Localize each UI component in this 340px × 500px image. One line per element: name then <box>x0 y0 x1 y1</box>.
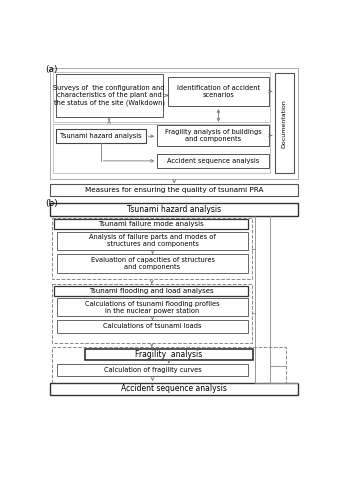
Text: (a): (a) <box>45 66 57 74</box>
Text: Tsunami hazard analysis: Tsunami hazard analysis <box>127 205 221 214</box>
Text: Evaluation of capacities of structures
and components: Evaluation of capacities of structures a… <box>90 257 215 270</box>
Bar <box>157 154 269 168</box>
Text: Fragility analysis of buildings
and components: Fragility analysis of buildings and comp… <box>165 129 261 142</box>
Bar <box>57 232 248 250</box>
Text: Tsunami hazard analysis: Tsunami hazard analysis <box>60 133 141 139</box>
Text: Measures for ensuring the quality of tsunami PRA: Measures for ensuring the quality of tsu… <box>85 186 264 192</box>
Bar <box>50 184 298 196</box>
Bar <box>85 349 253 360</box>
Bar <box>53 124 270 173</box>
Text: Analysis of failure parts and modes of
structures and components: Analysis of failure parts and modes of s… <box>89 234 216 248</box>
Bar <box>57 298 248 316</box>
Text: Documentation: Documentation <box>282 99 287 148</box>
Text: Surveys of  the configuration and
characteristics of the plant and
the status of: Surveys of the configuration and charact… <box>53 85 165 105</box>
Text: (b): (b) <box>45 200 57 208</box>
Bar <box>50 68 298 178</box>
Text: Tsunami flooding and load analyses: Tsunami flooding and load analyses <box>89 288 213 294</box>
Bar <box>57 320 248 332</box>
Bar <box>52 218 252 280</box>
Text: Calculations of tsunami flooding profiles
in the nuclear power station: Calculations of tsunami flooding profile… <box>85 300 220 314</box>
Bar <box>157 124 269 146</box>
Text: Identification of accident
scenarios: Identification of accident scenarios <box>177 85 260 98</box>
Bar <box>275 73 294 173</box>
Text: Calculations of tsunami loads: Calculations of tsunami loads <box>103 324 202 330</box>
Bar <box>50 203 298 215</box>
Text: Calculation of fragility curves: Calculation of fragility curves <box>104 368 201 374</box>
Text: Accident sequence analysis: Accident sequence analysis <box>167 158 259 164</box>
Text: Tsunami failure mode analysis: Tsunami failure mode analysis <box>98 222 204 228</box>
Text: Accident sequence analysis: Accident sequence analysis <box>121 384 227 394</box>
Bar <box>53 72 270 122</box>
Bar <box>56 130 146 143</box>
Bar <box>54 286 248 296</box>
Bar <box>54 220 248 230</box>
Bar <box>168 77 269 106</box>
Bar <box>50 382 298 395</box>
Bar <box>52 347 286 386</box>
Bar <box>57 254 248 272</box>
Bar <box>57 364 248 376</box>
Bar <box>56 74 163 117</box>
Text: Fragility  analysis: Fragility analysis <box>135 350 202 358</box>
Bar <box>52 284 252 343</box>
